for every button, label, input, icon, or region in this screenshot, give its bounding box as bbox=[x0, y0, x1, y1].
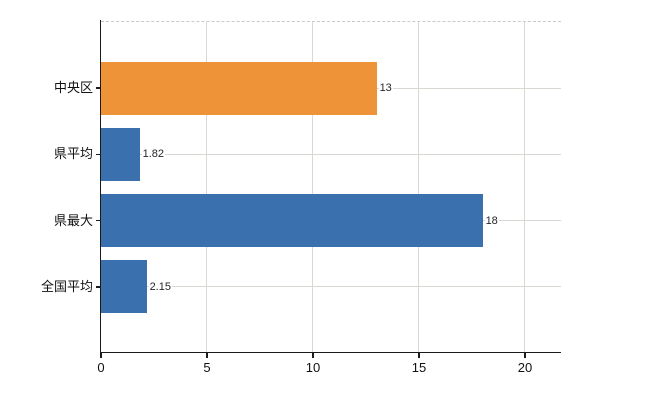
vertical-gridline bbox=[418, 22, 420, 353]
x-axis-line bbox=[99, 351, 561, 353]
x-tick-mark bbox=[418, 353, 420, 358]
y-tick-mark bbox=[96, 219, 101, 222]
value-label: 13 bbox=[378, 81, 393, 96]
y-tick-mark bbox=[96, 286, 101, 288]
category-label: 全国平均 bbox=[40, 278, 93, 294]
category-label: 県平均 bbox=[53, 146, 93, 162]
bar bbox=[101, 194, 483, 248]
vertical-gridline bbox=[312, 22, 314, 353]
vertical-gridline bbox=[206, 22, 208, 353]
x-tick-label: 10 bbox=[305, 360, 321, 375]
value-label: 2.15 bbox=[148, 279, 172, 294]
horizontal-gridline bbox=[101, 153, 561, 155]
value-label: 1.82 bbox=[141, 147, 165, 162]
value-label: 18 bbox=[484, 213, 499, 228]
x-tick-label: 20 bbox=[517, 360, 533, 375]
category-label: 中央区 bbox=[53, 80, 93, 96]
x-tick-label: 5 bbox=[203, 360, 211, 375]
y-tick-mark bbox=[96, 153, 101, 156]
y-tick-mark bbox=[96, 87, 101, 89]
horizontal-gridline bbox=[101, 286, 561, 288]
bar bbox=[101, 61, 377, 115]
x-tick-label: 0 bbox=[97, 360, 105, 375]
y-axis-line bbox=[99, 19, 101, 353]
category-label: 県最大 bbox=[53, 212, 93, 228]
x-tick-mark bbox=[524, 353, 526, 358]
vertical-gridline bbox=[524, 22, 526, 353]
x-tick-mark bbox=[312, 353, 314, 358]
x-tick-label: 15 bbox=[411, 360, 427, 375]
plot-top-border bbox=[101, 21, 561, 22]
bar bbox=[101, 260, 147, 314]
bar bbox=[101, 127, 140, 181]
x-tick-mark bbox=[206, 353, 208, 358]
x-tick-mark bbox=[100, 353, 102, 358]
